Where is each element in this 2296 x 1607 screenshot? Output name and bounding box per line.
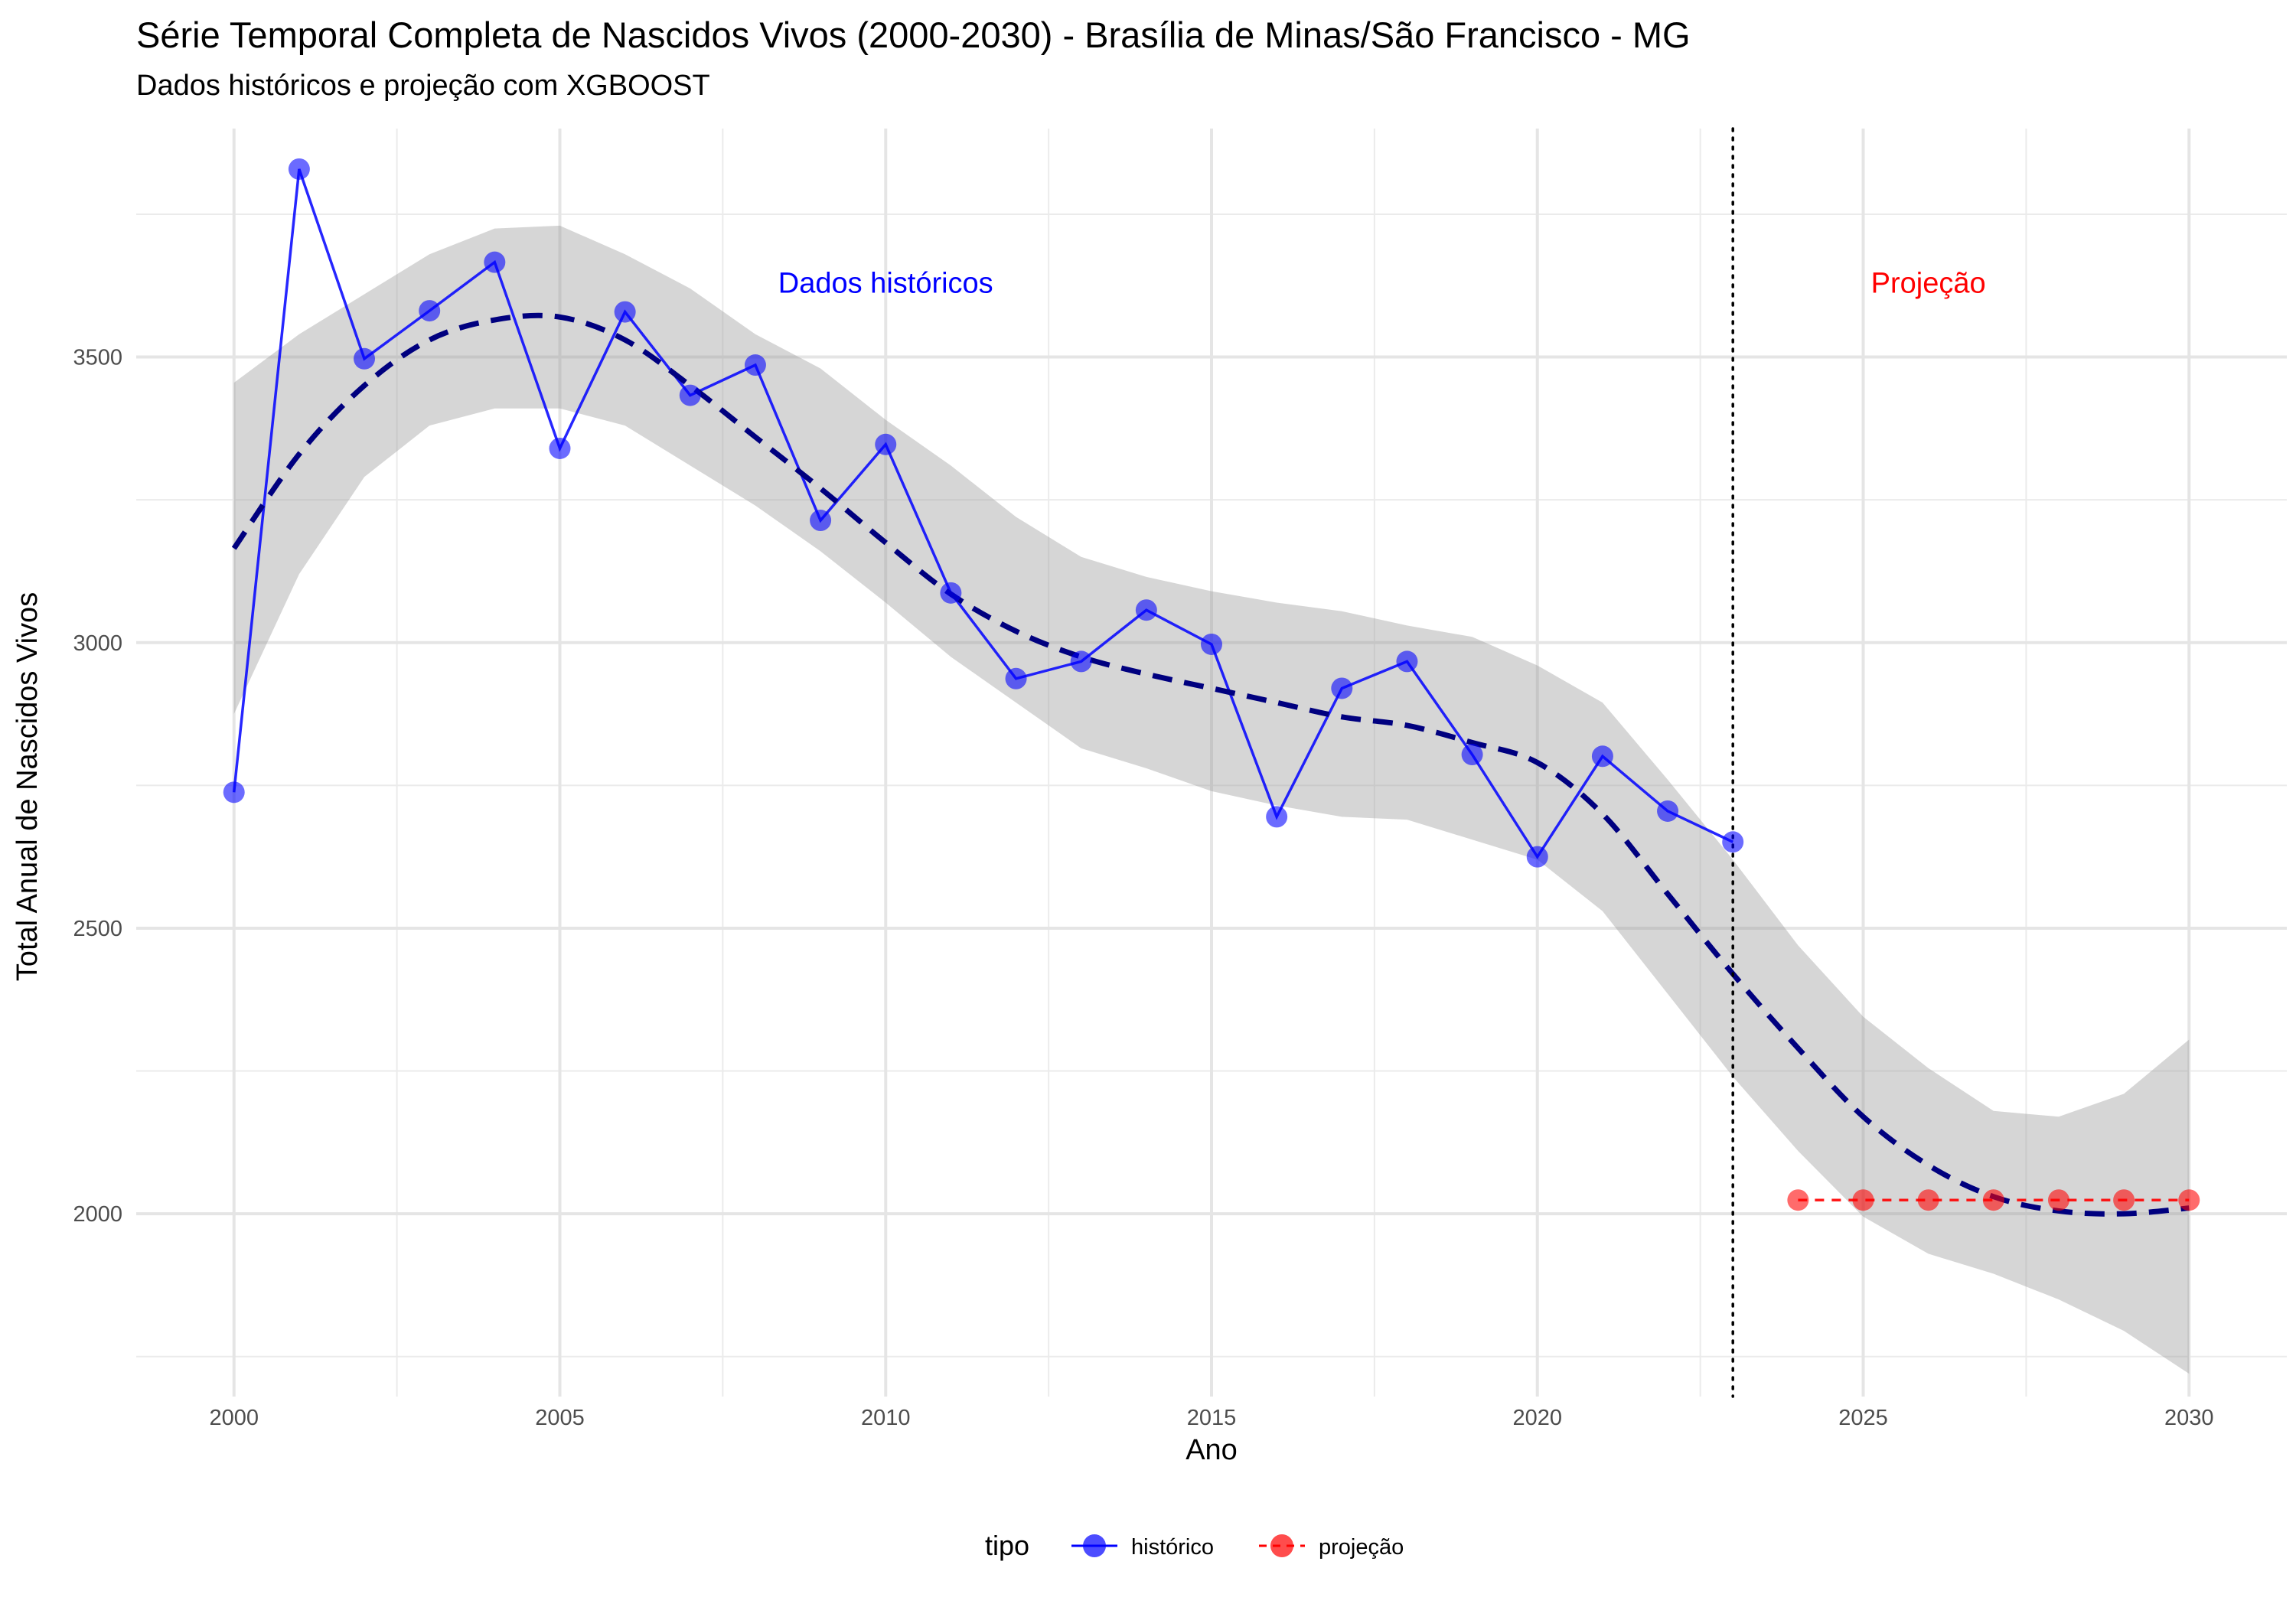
- point-historico-2001: [288, 158, 310, 180]
- y-tick-label-2500: 2500: [73, 917, 122, 941]
- point-historico-2014: [1135, 599, 1157, 621]
- point-historico-2011: [940, 582, 962, 604]
- y-tick-label-2000: 2000: [73, 1202, 122, 1227]
- point-historico-2008: [744, 354, 766, 376]
- x-axis-ticks: 2000 2005 2010 2015 2020 2025 2030: [209, 1406, 2213, 1430]
- point-historico-2019: [1461, 744, 1483, 766]
- legend-key-dot-projecao: [1270, 1534, 1293, 1557]
- x-tick-label-2000: 2000: [209, 1406, 259, 1430]
- major-gridlines: [136, 129, 2287, 1397]
- annotation-projection: Projeção: [1871, 268, 1986, 300]
- point-historico-2010: [875, 433, 897, 455]
- point-projecao-2024: [1787, 1189, 1809, 1211]
- legend-label-historico: histórico: [1131, 1535, 1214, 1560]
- point-historico-2012: [1005, 667, 1027, 689]
- legend-entry-projecao: projeção: [1259, 1534, 1404, 1560]
- point-historico-2015: [1201, 633, 1222, 655]
- annotation-historical: Dados históricos: [778, 268, 993, 300]
- x-tick-label-2010: 2010: [861, 1406, 911, 1430]
- point-projecao-2026: [1917, 1189, 1939, 1211]
- point-historico-2009: [810, 510, 832, 532]
- x-tick-label-2030: 2030: [2164, 1406, 2214, 1430]
- point-historico-2000: [223, 781, 245, 804]
- chart-subtitle: Dados históricos e projeção com XGBOOST: [136, 70, 710, 102]
- x-axis-title: Ano: [1186, 1434, 1238, 1466]
- point-historico-2007: [679, 384, 701, 406]
- point-historico-2013: [1070, 650, 1092, 673]
- point-historico-2023: [1722, 831, 1744, 853]
- point-historico-2004: [484, 251, 506, 273]
- data-points: [223, 158, 2200, 1211]
- series-line-historico: [232, 168, 1733, 859]
- point-historico-2021: [1591, 745, 1613, 768]
- chart-title: Série Temporal Completa de Nascidos Vivo…: [136, 15, 1691, 55]
- point-historico-2002: [354, 347, 376, 370]
- point-projecao-2025: [1852, 1189, 1874, 1211]
- point-projecao-2028: [2047, 1189, 2069, 1211]
- point-projecao-2029: [2113, 1189, 2135, 1211]
- point-historico-2017: [1331, 677, 1353, 699]
- legend-title: tipo: [985, 1530, 1029, 1561]
- point-projecao-2027: [1982, 1189, 2004, 1211]
- legend-label-projecao: projeção: [1319, 1535, 1404, 1560]
- smooth-confidence-band: [233, 225, 2190, 1374]
- point-historico-2020: [1526, 846, 1548, 868]
- y-axis-title: Total Anual de Nascidos Vivos: [11, 592, 44, 981]
- point-historico-2016: [1266, 806, 1288, 828]
- y-tick-label-3500: 3500: [73, 346, 122, 370]
- y-tick-label-3000: 3000: [73, 631, 122, 656]
- point-historico-2003: [419, 300, 441, 322]
- legend: tipo histórico projeção: [985, 1530, 1404, 1561]
- x-tick-label-2005: 2005: [535, 1406, 585, 1430]
- point-historico-2005: [549, 437, 571, 459]
- point-projecao-2030: [2178, 1189, 2200, 1211]
- legend-key-dot-historico: [1083, 1534, 1106, 1557]
- y-axis-ticks: 2000 2500 3000 3500: [73, 346, 122, 1227]
- plot-panel: Dados históricos Projeção: [136, 127, 2287, 1398]
- x-tick-label-2025: 2025: [1838, 1406, 1888, 1430]
- x-tick-label-2020: 2020: [1512, 1406, 1562, 1430]
- point-historico-2022: [1657, 800, 1679, 822]
- x-tick-label-2015: 2015: [1187, 1406, 1237, 1430]
- point-historico-2006: [614, 301, 636, 323]
- legend-entry-historico: histórico: [1071, 1534, 1214, 1560]
- point-historico-2018: [1396, 650, 1418, 673]
